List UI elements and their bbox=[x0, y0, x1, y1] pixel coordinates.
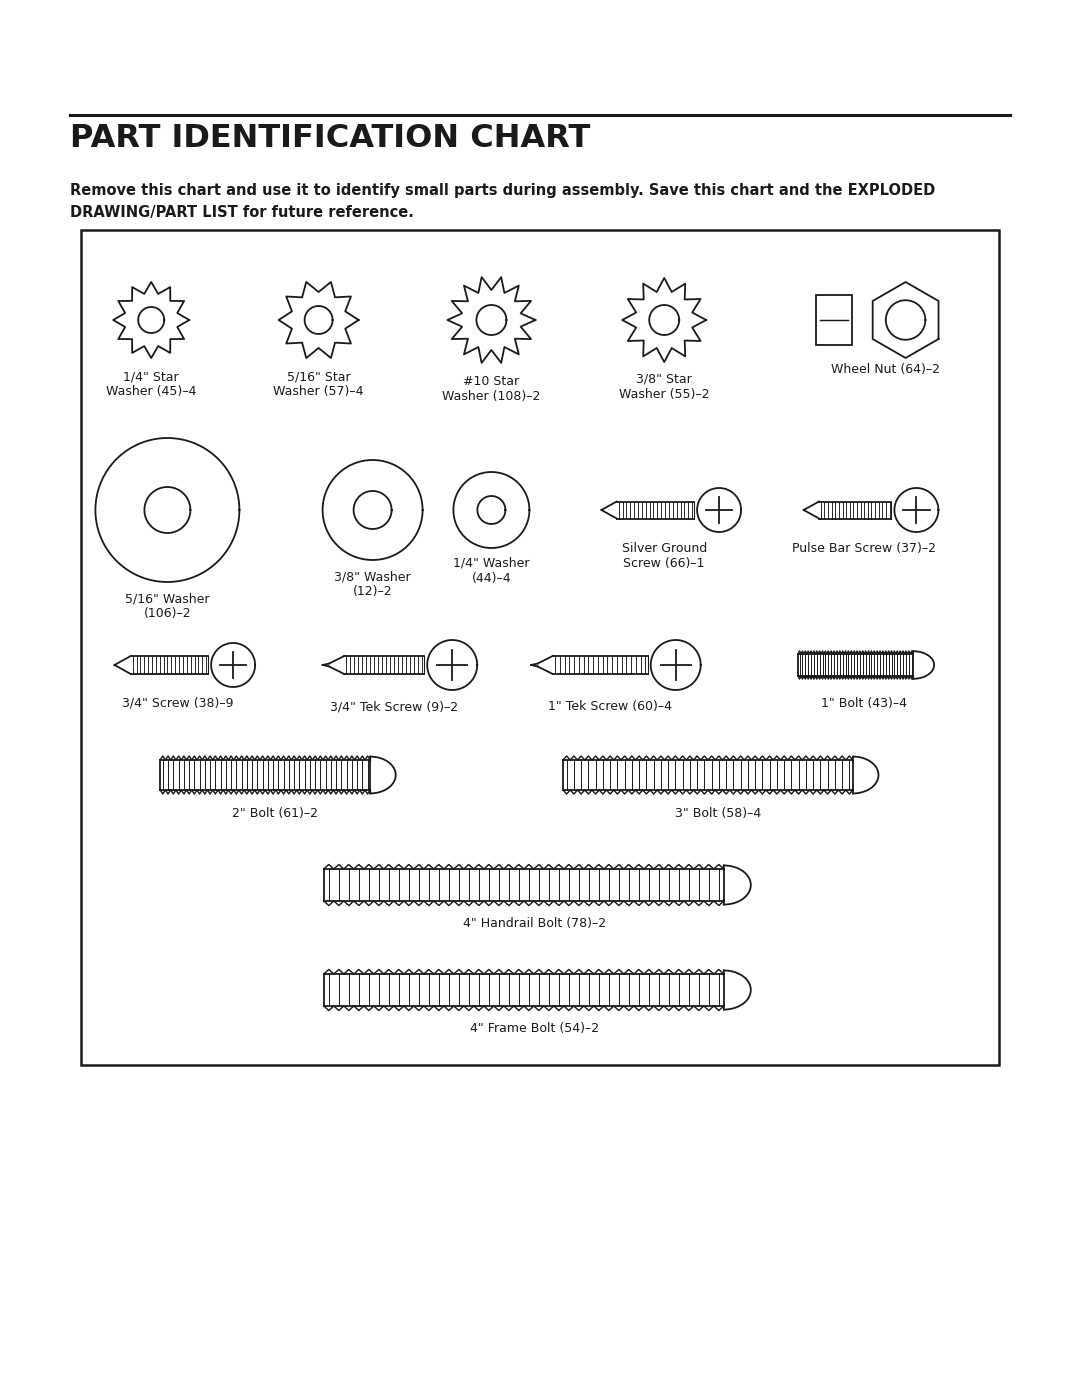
Text: 1/4" Washer
(44)–4: 1/4" Washer (44)–4 bbox=[454, 557, 529, 585]
Text: Silver Ground
Screw (66)–1: Silver Ground Screw (66)–1 bbox=[622, 542, 706, 570]
Text: 3/4" Tek Screw (9)–2: 3/4" Tek Screw (9)–2 bbox=[330, 700, 458, 712]
Text: 4" Frame Bolt (54)–2: 4" Frame Bolt (54)–2 bbox=[470, 1023, 599, 1035]
Text: 1" Tek Screw (60)–4: 1" Tek Screw (60)–4 bbox=[549, 700, 672, 712]
Text: 4" Handrail Bolt (78)–2: 4" Handrail Bolt (78)–2 bbox=[463, 916, 606, 930]
Text: PART IDENTIFICATION CHART: PART IDENTIFICATION CHART bbox=[70, 123, 591, 154]
Bar bbox=[81, 231, 999, 1065]
Text: 3/8" Washer
(12)–2: 3/8" Washer (12)–2 bbox=[335, 570, 410, 598]
Text: #10 Star
Washer (108)–2: #10 Star Washer (108)–2 bbox=[442, 374, 541, 402]
Text: Pulse Bar Screw (37)–2: Pulse Bar Screw (37)–2 bbox=[792, 542, 936, 555]
Text: 1" Bolt (43)–4: 1" Bolt (43)–4 bbox=[821, 697, 907, 710]
Text: 1/4" Star
Washer (45)–4: 1/4" Star Washer (45)–4 bbox=[106, 370, 197, 398]
Text: 2" Bolt (61)–2: 2" Bolt (61)–2 bbox=[232, 807, 319, 820]
Text: Remove this chart and use it to identify small parts during assembly. Save this : Remove this chart and use it to identify… bbox=[70, 183, 935, 198]
Bar bbox=[815, 295, 852, 345]
Text: 5/16" Washer
(106)–2: 5/16" Washer (106)–2 bbox=[125, 592, 210, 620]
Text: DRAWING/PART LIST for future reference.: DRAWING/PART LIST for future reference. bbox=[70, 205, 414, 219]
Text: Wheel Nut (64)–2: Wheel Nut (64)–2 bbox=[832, 363, 940, 376]
Text: 3/8" Star
Washer (55)–2: 3/8" Star Washer (55)–2 bbox=[619, 373, 710, 401]
Text: 3" Bolt (58)–4: 3" Bolt (58)–4 bbox=[675, 807, 761, 820]
Text: 3/4" Screw (38)–9: 3/4" Screw (38)–9 bbox=[122, 697, 234, 710]
Text: 5/16" Star
Washer (57)–4: 5/16" Star Washer (57)–4 bbox=[273, 370, 364, 398]
